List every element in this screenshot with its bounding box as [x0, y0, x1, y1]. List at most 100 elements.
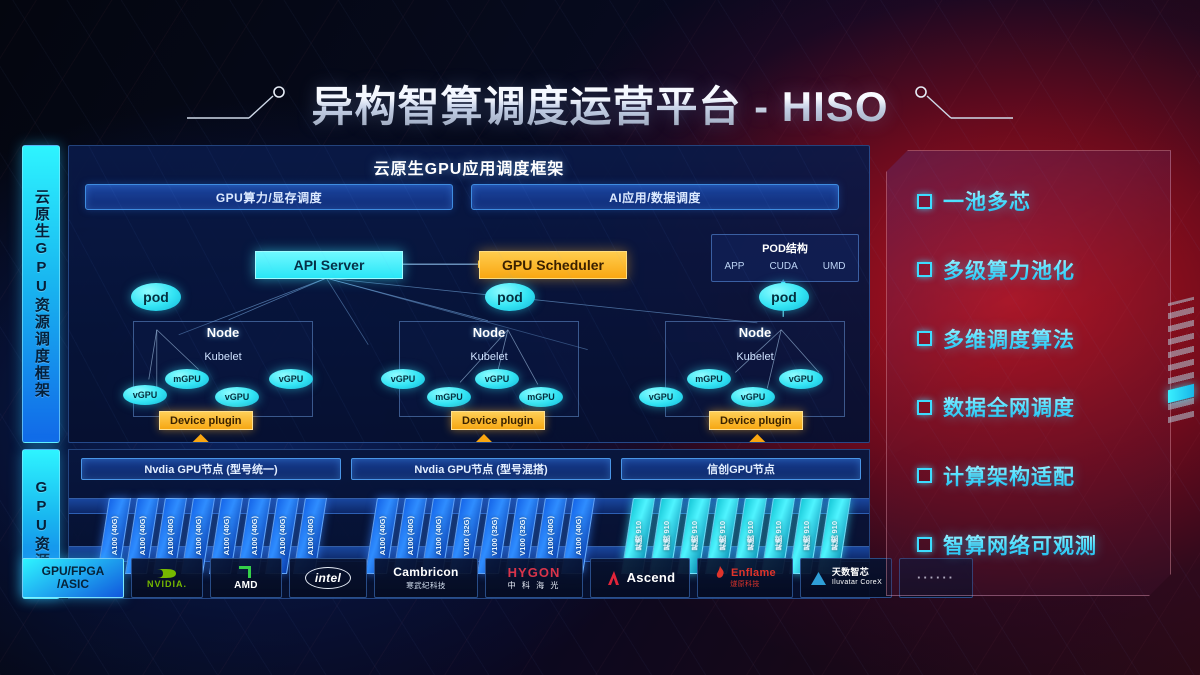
title-right-ornament-icon — [903, 86, 1013, 120]
gpu-card-label: A100 (40G) — [193, 516, 203, 556]
checkbox-square-icon — [917, 194, 932, 209]
gpu-node-header[interactable]: 信创GPU节点 — [621, 458, 861, 480]
gpu-ellipse[interactable]: vGPU — [381, 369, 425, 389]
gpu-card-label: A100 (40G) — [249, 516, 259, 556]
gpu-card-label: A100 (40G) — [573, 516, 583, 556]
highlight-item[interactable]: 多级算力池化 — [917, 255, 1160, 285]
gpu-scheduler-node[interactable]: GPU Scheduler — [479, 251, 627, 279]
gpu-card-label: V100 (32G) — [461, 516, 471, 556]
vendor-chip-iluvatar[interactable]: 天数智芯 Iluvatar CoreX — [800, 558, 892, 598]
gpu-node-group: Nvdia GPU节点 (型号混搭) A100 (40G) A100 (40G)… — [351, 458, 611, 576]
highlight-label: 多级算力池化 — [943, 255, 1075, 285]
checkbox-square-icon — [917, 400, 932, 415]
vendor-label-sub: 中 科 海 光 — [507, 580, 561, 590]
node-group: Node Kubelet pod vGPU mGPU vGPU mGPU Dev… — [381, 283, 589, 430]
framework-pill-ai[interactable]: AI应用/数据调度 — [471, 184, 839, 210]
gpu-card-label: A100 (40G) — [277, 516, 287, 556]
gpu-card-label: 昇腾 910 — [661, 521, 671, 551]
highlight-label: 数据全网调度 — [943, 392, 1075, 422]
vendor-logo-row: GPU/FPGA /ASIC NVIDIA. AMD intel Cambric… — [22, 558, 973, 598]
gpu-ellipse[interactable]: mGPU — [427, 387, 471, 407]
gpu-ellipse[interactable]: vGPU — [123, 385, 167, 405]
highlight-item[interactable]: 一池多芯 — [917, 186, 1160, 216]
pod-structure-title: POD结构 — [762, 243, 808, 255]
vendor-label-main: intel — [314, 571, 342, 585]
vendor-chip-cambricon[interactable]: Cambricon 寒武纪科技 — [374, 558, 478, 598]
vendor-chip-enflame[interactable]: Enflame 燧原科技 — [697, 558, 793, 598]
highlight-label: 计算架构适配 — [943, 461, 1075, 491]
device-plugin-badge[interactable]: Device plugin — [709, 411, 803, 430]
gpu-card-label: A100 (40G) — [137, 516, 147, 556]
gpu-ellipse[interactable]: vGPU — [779, 369, 823, 389]
gpu-card-label: 昇腾 910 — [745, 521, 755, 551]
vendor-chip-ascend[interactable]: Ascend — [590, 558, 690, 598]
gpu-card-label: A100 (40G) — [377, 516, 387, 556]
right-edge-stripe-decoration — [1168, 296, 1194, 424]
device-plugin-badge[interactable]: Device plugin — [451, 411, 545, 430]
pod-ellipse[interactable]: pod — [485, 283, 535, 311]
gpu-card-label: 昇腾 910 — [829, 521, 839, 551]
amd-icon — [239, 566, 251, 578]
vendor-label-main: 天数智芯 — [831, 567, 870, 578]
vendor-chip-gpu-fpga-asic[interactable]: GPU/FPGA /ASIC — [22, 558, 124, 598]
vendor-chip-nvidia[interactable]: NVIDIA. — [131, 558, 203, 598]
iluvatar-icon — [810, 571, 826, 585]
title-left-ornament-icon — [187, 86, 297, 120]
slide-title-bar: 异构智算调度运营平台 - HISO — [0, 72, 1200, 134]
checkbox-square-icon — [917, 331, 932, 346]
architecture-panel: 云原生GPU资源调度框架 GPU资源 云原生GPU应用调度框架 GPU算力/显存… — [22, 143, 870, 601]
gpu-node-group: Nvdia GPU节点 (型号统一) A100 (40G) A100 (40G)… — [81, 458, 341, 576]
gpu-card-label: 昇腾 910 — [773, 521, 783, 551]
highlight-item[interactable]: 多维调度算法 — [917, 324, 1160, 354]
pod-structure-item-umd: UMD — [822, 261, 846, 272]
enflame-icon — [716, 566, 724, 579]
gpu-ellipse[interactable]: vGPU — [475, 369, 519, 389]
vendor-label-main: HYGON — [507, 564, 561, 580]
gpu-ellipse[interactable]: vGPU — [639, 387, 683, 407]
vendor-chip-hygon[interactable]: HYGON 中 科 海 光 — [485, 558, 583, 598]
gpu-ellipse[interactable]: mGPU — [165, 369, 209, 389]
nvidia-icon — [157, 568, 176, 578]
vendor-label-main: Ascend — [626, 569, 676, 585]
node-group: Node Kubelet pod vGPU mGPU vGPU vGPU Dev… — [123, 283, 323, 430]
page-title: 异构智算调度运营平台 - HISO — [311, 73, 888, 134]
vendor-label-main: ······ — [917, 570, 955, 585]
vendor-label-main: Cambricon — [393, 565, 459, 580]
gpu-ellipse[interactable]: vGPU — [215, 387, 259, 407]
vendor-chip-intel[interactable]: intel — [289, 558, 367, 598]
api-server-node[interactable]: API Server — [255, 251, 403, 279]
node-label: Node — [206, 325, 240, 340]
vendor-chip-more[interactable]: ······ — [899, 558, 973, 598]
highlight-label: 一池多芯 — [943, 186, 1031, 216]
gpu-card-label: V100 (32G) — [517, 516, 527, 556]
highlight-item[interactable]: 智算网络可观测 — [917, 530, 1160, 560]
pod-structure-item-app: APP — [724, 261, 745, 272]
kubelet-label: Kubelet — [736, 351, 774, 363]
kubelet-label: Kubelet — [204, 351, 242, 363]
vendor-label-sub: 寒武纪科技 — [406, 580, 446, 590]
checkbox-square-icon — [917, 468, 932, 483]
gpu-card-label: 昇腾 910 — [717, 521, 727, 551]
gpu-node-header[interactable]: Nvdia GPU节点 (型号混搭) — [351, 458, 611, 480]
gpu-card-label: A100 (40G) — [109, 516, 119, 556]
gpu-ellipse[interactable]: mGPU — [519, 387, 563, 407]
framework-pill-compute[interactable]: GPU算力/显存调度 — [85, 184, 453, 210]
gpu-card-label: 昇腾 910 — [633, 521, 643, 551]
gpu-ellipse[interactable]: vGPU — [269, 369, 313, 389]
device-plugin-badge[interactable]: Device plugin — [159, 411, 253, 430]
gpu-card-label: A100 (40G) — [433, 516, 443, 556]
vendor-label-main: AMD — [234, 580, 258, 591]
gpu-node-header[interactable]: Nvdia GPU节点 (型号统一) — [81, 458, 341, 480]
vendor-chip-amd[interactable]: AMD — [210, 558, 282, 598]
gpu-ellipse[interactable]: mGPU — [687, 369, 731, 389]
sidebar-tab-framework[interactable]: 云原生GPU资源调度框架 — [22, 145, 60, 443]
node-label: Node — [738, 325, 772, 340]
highlight-label: 多维调度算法 — [943, 324, 1075, 354]
gpu-ellipse[interactable]: vGPU — [731, 387, 775, 407]
pod-ellipse[interactable]: pod — [759, 283, 809, 311]
highlight-item[interactable]: 数据全网调度 — [917, 392, 1160, 422]
highlight-item[interactable]: 计算架构适配 — [917, 461, 1160, 491]
node-group: Node Kubelet pod vGPU mGPU vGPU vGPU Dev… — [639, 283, 855, 430]
pod-ellipse[interactable]: pod — [131, 283, 181, 311]
